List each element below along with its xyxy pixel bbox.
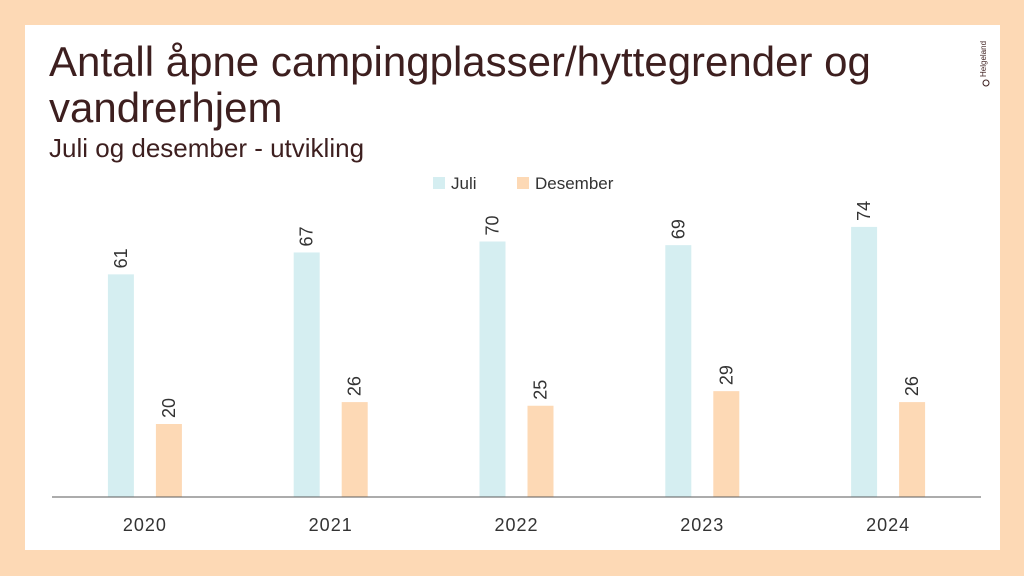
data-label-desember-2021: 26: [345, 376, 365, 396]
x-tick-label-2020: 2020: [123, 515, 167, 535]
data-label-desember-2022: 25: [531, 380, 551, 400]
data-label-juli-2023: 69: [668, 219, 688, 239]
data-label-desember-2024: 26: [902, 376, 922, 396]
data-label-juli-2021: 67: [297, 226, 317, 246]
legend-swatch-juli: [433, 177, 445, 189]
data-label-desember-2023: 29: [716, 365, 736, 385]
x-tick-label-2024: 2024: [866, 515, 910, 535]
legend-swatch-desember: [517, 177, 529, 189]
bar-desember-2023: [713, 391, 740, 497]
x-tick-label-2023: 2023: [680, 515, 724, 535]
bar-juli-2020: [107, 274, 134, 497]
bar-desember-2021: [341, 402, 368, 497]
slide: Antall åpne campingplasser/hyttegrender …: [25, 25, 1000, 550]
legend-label-juli: Juli: [451, 174, 477, 193]
data-label-juli-2024: 74: [854, 201, 874, 221]
bar-desember-2024: [899, 402, 926, 497]
x-tick-label-2021: 2021: [309, 515, 353, 535]
bar-juli-2021: [293, 252, 320, 497]
bar-desember-2020: [155, 424, 182, 497]
bar-juli-2023: [665, 245, 692, 497]
chart-title: Antall åpne campingplasser/hyttegrender …: [49, 38, 871, 131]
bar-juli-2022: [479, 241, 506, 497]
bar-desember-2022: [527, 405, 554, 497]
helgeland-logo: Helgeland: [979, 41, 990, 87]
data-label-desember-2020: 20: [159, 398, 179, 418]
data-label-juli-2022: 70: [483, 215, 503, 235]
legend-label-desember: Desember: [535, 174, 614, 193]
chart-subtitle: Juli og desember - utvikling: [49, 133, 365, 163]
logo-text: Helgeland: [979, 41, 988, 77]
data-label-juli-2020: 61: [111, 248, 131, 268]
x-tick-label-2022: 2022: [494, 515, 538, 535]
bar-chart: Juli Desember6120202067262021702520226929…: [52, 174, 981, 535]
bar-juli-2024: [851, 226, 878, 497]
